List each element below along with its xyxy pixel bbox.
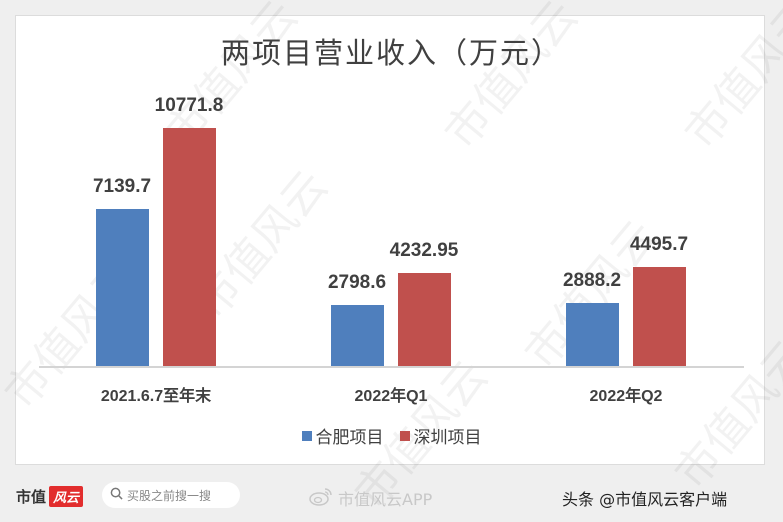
value-label: 7139.7 <box>92 176 152 197</box>
weibo-watermark: 市值风云APP <box>308 486 432 510</box>
legend-item-shenzhen: 深圳项目 <box>399 423 482 448</box>
search-placeholder: 买股之前搜一搜 <box>127 488 212 503</box>
x-axis <box>39 366 744 368</box>
bar-shenzhen-1 <box>163 128 216 367</box>
value-label: 10771.8 <box>154 95 224 116</box>
bar-shenzhen-2 <box>398 273 451 367</box>
brand-badge: 风云 <box>49 486 84 507</box>
bar-hefei-1 <box>96 209 149 367</box>
legend-swatch <box>301 430 312 441</box>
search-icon <box>110 487 123 503</box>
category-label: 2022年Q1 <box>354 388 428 405</box>
legend-label: 深圳项目 <box>413 428 482 448</box>
value-label: 2888.2 <box>562 270 622 291</box>
toutiao-text: 头条 @市值风云客户端 <box>562 490 728 509</box>
category-label: 2022年Q2 <box>589 388 663 405</box>
bar-hefei-2 <box>331 305 384 367</box>
value-label: 2798.6 <box>327 272 387 293</box>
footer: 市值 风云 买股之前搜一搜 市值风云APP 头条 @市值风云客户端 <box>0 478 783 518</box>
search-box[interactable]: 买股之前搜一搜 <box>102 482 240 508</box>
value-label: 4232.95 <box>389 240 459 261</box>
category-label: 2021.6.7至年末 <box>100 388 212 405</box>
bar-hefei-3 <box>566 303 619 367</box>
legend: 合肥项目 深圳项目 <box>0 423 783 448</box>
value-label: 4495.7 <box>629 234 689 255</box>
weibo-text: 市值风云APP <box>338 490 433 509</box>
legend-swatch <box>399 430 410 441</box>
bar-shenzhen-3 <box>633 267 686 367</box>
legend-item-hefei: 合肥项目 <box>301 423 384 448</box>
brand-logo: 市值 风云 <box>16 486 84 507</box>
weibo-icon <box>308 486 334 510</box>
legend-label: 合肥项目 <box>315 428 384 448</box>
brand-text: 市值 <box>16 488 47 506</box>
chart-title: 两项目营业收入（万元） <box>220 36 562 70</box>
